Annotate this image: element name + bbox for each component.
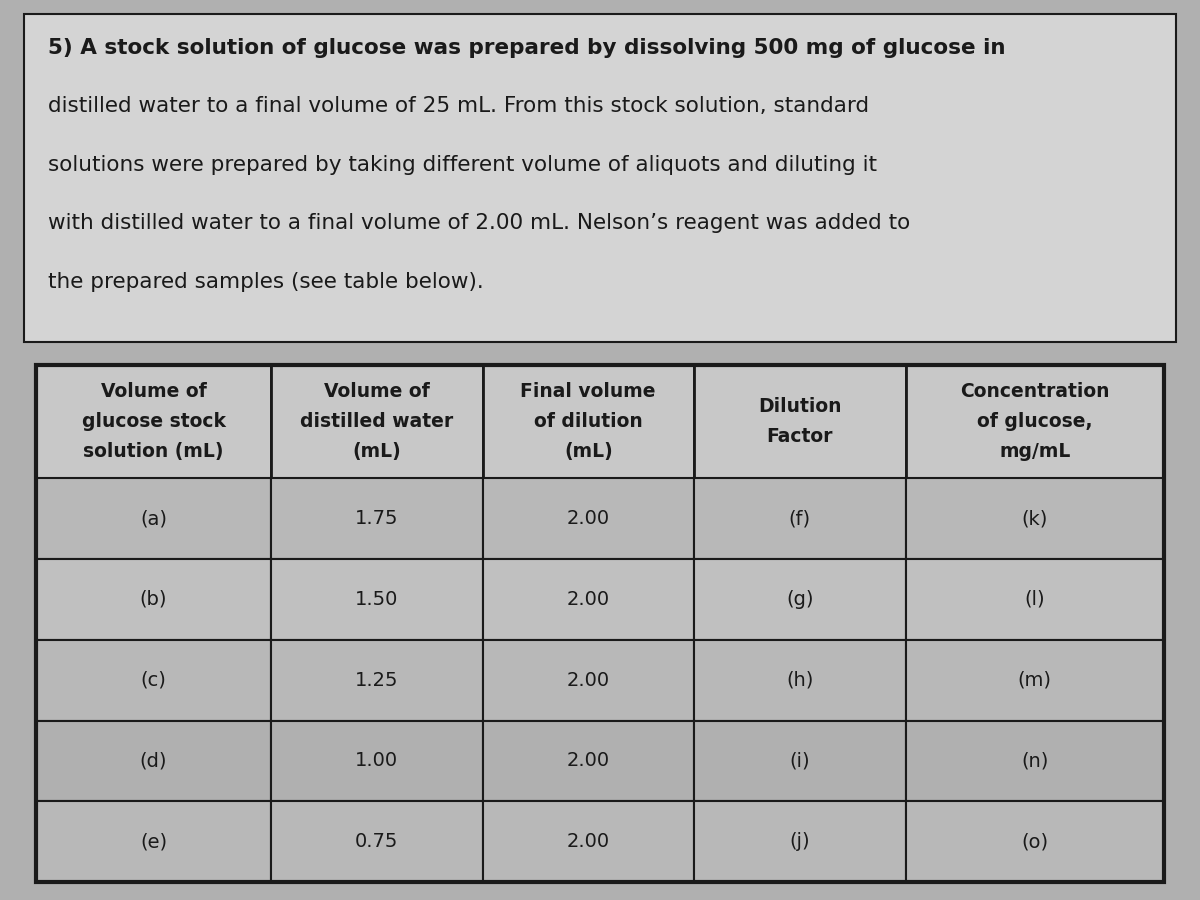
FancyBboxPatch shape — [694, 364, 906, 479]
Text: Concentration: Concentration — [960, 382, 1110, 401]
FancyBboxPatch shape — [482, 801, 694, 882]
Text: (e): (e) — [140, 832, 167, 851]
Text: mg/mL: mg/mL — [1000, 442, 1070, 461]
FancyBboxPatch shape — [694, 640, 906, 721]
Text: (h): (h) — [786, 670, 814, 689]
FancyBboxPatch shape — [906, 801, 1164, 882]
FancyBboxPatch shape — [482, 721, 694, 801]
Text: 2.00: 2.00 — [566, 670, 610, 689]
Text: 1.00: 1.00 — [355, 752, 398, 770]
Text: (l): (l) — [1025, 590, 1045, 609]
Text: 2.00: 2.00 — [566, 752, 610, 770]
Text: distilled water to a final volume of 25 mL. From this stock solution, standard: distilled water to a final volume of 25 … — [48, 96, 869, 116]
Text: Dilution: Dilution — [758, 397, 841, 416]
FancyBboxPatch shape — [271, 721, 482, 801]
Text: (i): (i) — [790, 752, 810, 770]
Text: Volume of: Volume of — [101, 382, 206, 401]
Text: (mL): (mL) — [564, 442, 613, 461]
Text: distilled water: distilled water — [300, 412, 454, 431]
Text: 0.75: 0.75 — [355, 832, 398, 851]
Text: glucose stock: glucose stock — [82, 412, 226, 431]
Text: Volume of: Volume of — [324, 382, 430, 401]
FancyBboxPatch shape — [482, 479, 694, 559]
FancyBboxPatch shape — [694, 479, 906, 559]
Text: of glucose,: of glucose, — [977, 412, 1092, 431]
Text: 1.25: 1.25 — [355, 670, 398, 689]
Text: the prepared samples (see table below).: the prepared samples (see table below). — [48, 272, 484, 292]
FancyBboxPatch shape — [271, 364, 482, 479]
FancyBboxPatch shape — [271, 559, 482, 640]
FancyBboxPatch shape — [906, 559, 1164, 640]
FancyBboxPatch shape — [36, 801, 271, 882]
Text: (c): (c) — [140, 670, 167, 689]
Text: 5) A stock solution of glucose was prepared by dissolving 500 mg of glucose in: 5) A stock solution of glucose was prepa… — [48, 38, 1006, 58]
FancyBboxPatch shape — [694, 559, 906, 640]
FancyBboxPatch shape — [271, 479, 482, 559]
Text: 2.00: 2.00 — [566, 832, 610, 851]
Text: 1.50: 1.50 — [355, 590, 398, 609]
FancyBboxPatch shape — [36, 721, 271, 801]
Text: Final volume: Final volume — [521, 382, 656, 401]
FancyBboxPatch shape — [482, 364, 694, 479]
Text: (m): (m) — [1018, 670, 1051, 689]
FancyBboxPatch shape — [24, 14, 1176, 342]
Text: (o): (o) — [1021, 832, 1049, 851]
FancyBboxPatch shape — [694, 721, 906, 801]
FancyBboxPatch shape — [271, 640, 482, 721]
FancyBboxPatch shape — [36, 640, 271, 721]
FancyBboxPatch shape — [906, 479, 1164, 559]
FancyBboxPatch shape — [906, 364, 1164, 479]
Text: (b): (b) — [139, 590, 167, 609]
Text: (a): (a) — [140, 509, 167, 528]
Text: with distilled water to a final volume of 2.00 mL. Nelson’s reagent was added to: with distilled water to a final volume o… — [48, 213, 911, 233]
Text: Factor: Factor — [767, 427, 833, 446]
FancyBboxPatch shape — [271, 801, 482, 882]
Text: (mL): (mL) — [353, 442, 401, 461]
Text: solutions were prepared by taking different volume of aliquots and diluting it: solutions were prepared by taking differ… — [48, 155, 877, 175]
FancyBboxPatch shape — [36, 364, 271, 479]
FancyBboxPatch shape — [36, 559, 271, 640]
Text: (g): (g) — [786, 590, 814, 609]
FancyBboxPatch shape — [482, 640, 694, 721]
Text: 2.00: 2.00 — [566, 590, 610, 609]
Text: 2.00: 2.00 — [566, 509, 610, 528]
Text: of dilution: of dilution — [534, 412, 643, 431]
Text: (k): (k) — [1021, 509, 1048, 528]
Text: solution (mL): solution (mL) — [83, 442, 223, 461]
Text: 1.75: 1.75 — [355, 509, 398, 528]
FancyBboxPatch shape — [36, 479, 271, 559]
Text: (j): (j) — [790, 832, 810, 851]
FancyBboxPatch shape — [694, 801, 906, 882]
FancyBboxPatch shape — [906, 721, 1164, 801]
FancyBboxPatch shape — [906, 640, 1164, 721]
Text: (d): (d) — [139, 752, 167, 770]
FancyBboxPatch shape — [482, 559, 694, 640]
Text: (f): (f) — [788, 509, 811, 528]
Text: (n): (n) — [1021, 752, 1049, 770]
